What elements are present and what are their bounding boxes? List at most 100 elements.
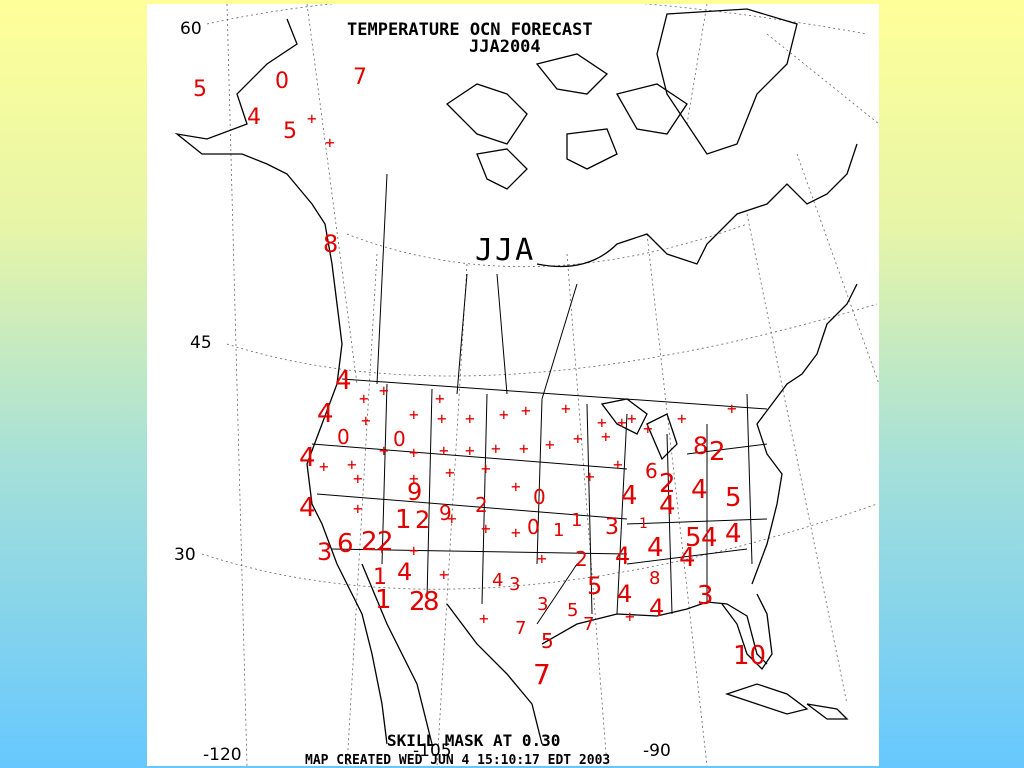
forecast-value: 7 — [515, 618, 526, 639]
station-plus-marker: + — [511, 523, 521, 542]
forecast-value: 7 — [353, 65, 367, 90]
forecast-value: 4 — [649, 594, 664, 622]
forecast-value: 8 — [423, 587, 440, 617]
forecast-value: 4 — [659, 491, 676, 521]
forecast-value: 9 — [439, 501, 452, 525]
forecast-value: 1 — [639, 516, 648, 532]
forecast-value: 1 — [571, 510, 582, 531]
station-plus-marker: + — [481, 519, 491, 538]
station-plus-marker: + — [379, 441, 389, 460]
forecast-period: JJA2004 — [469, 37, 541, 57]
forecast-value: 3 — [509, 574, 520, 595]
station-plus-marker: + — [409, 405, 419, 424]
station-plus-marker: + — [465, 409, 475, 428]
forecast-value: 4 — [397, 558, 412, 586]
station-plus-marker: + — [727, 399, 737, 418]
forecast-value: 4 — [691, 475, 708, 505]
lon-label-105: -105 — [413, 741, 452, 761]
station-plus-marker: + — [617, 413, 627, 432]
lat-label-45: 45 — [190, 333, 212, 353]
forecast-value: 6 — [337, 529, 354, 559]
forecast-value: 2 — [361, 527, 378, 557]
forecast-value: 0 — [527, 515, 540, 539]
forecast-value: 3 — [605, 515, 619, 540]
station-plus-marker: + — [325, 133, 335, 152]
forecast-value: 4 — [701, 523, 718, 553]
station-markers: +++ + ++ + + + + + ++ +++ + + + + + + + +++ + + +++++ ++++ +++… — [307, 109, 737, 628]
forecast-value: 0 — [275, 69, 289, 94]
station-plus-marker: + — [519, 439, 529, 458]
station-plus-marker: + — [597, 413, 607, 432]
station-plus-marker: + — [585, 467, 595, 486]
forecast-value: 5 — [587, 572, 602, 600]
forecast-value: 7 — [583, 614, 594, 635]
station-plus-marker: + — [521, 401, 531, 420]
station-plus-marker: + — [437, 409, 447, 428]
forecast-value: 4 — [647, 533, 664, 563]
forecast-value: 8 — [649, 568, 660, 589]
forecast-value: 0 — [337, 425, 350, 449]
station-plus-marker: + — [409, 469, 419, 488]
forecast-value: 4 — [299, 443, 316, 473]
forecast-value: 2 — [575, 547, 588, 571]
forecast-value: 4 — [299, 493, 316, 523]
forecast-value: 8 — [323, 230, 338, 258]
forecast-value: 4 — [615, 542, 630, 570]
forecast-value: 0 — [533, 485, 546, 509]
station-plus-marker: + — [439, 441, 449, 460]
lon-label-120: -120 — [203, 745, 242, 765]
station-plus-marker: + — [625, 607, 635, 626]
station-plus-marker: + — [319, 457, 329, 476]
forecast-value: 5 — [283, 119, 297, 144]
forecast-value: 2 — [377, 527, 394, 557]
forecast-value: 3 — [537, 594, 548, 615]
station-plus-marker: + — [307, 109, 317, 128]
station-plus-marker: + — [545, 435, 555, 454]
forecast-value: 4 — [679, 543, 696, 573]
station-plus-marker: + — [479, 609, 489, 628]
station-plus-marker: + — [465, 441, 475, 460]
station-plus-marker: + — [353, 469, 363, 488]
station-plus-marker: + — [359, 389, 369, 408]
forecast-value: 8 — [693, 432, 708, 460]
forecast-value: 5 — [725, 483, 742, 513]
forecast-value: 2 — [659, 469, 676, 499]
lat-label-30: 30 — [174, 545, 196, 565]
forecast-value: 4 — [317, 399, 334, 429]
forecast-value: 2 — [709, 437, 726, 467]
forecast-value: 2 — [475, 493, 488, 517]
forecast-value: 0 — [393, 427, 406, 451]
forecast-value: 4 — [247, 105, 261, 130]
forecast-value: 10 — [733, 641, 766, 671]
station-plus-marker: + — [379, 381, 389, 400]
station-plus-marker: + — [447, 509, 457, 528]
station-plus-marker: + — [561, 399, 571, 418]
station-plus-marker: + — [377, 539, 387, 558]
forecast-value: 1 — [553, 520, 564, 541]
station-plus-marker: + — [627, 409, 637, 428]
forecast-value: 5 — [541, 629, 554, 653]
station-plus-marker: + — [445, 463, 455, 482]
lat-label-60: 60 — [180, 19, 202, 39]
forecast-value: 4 — [335, 366, 352, 396]
station-plus-marker: + — [353, 499, 363, 518]
forecast-value: 6 — [645, 459, 658, 483]
forecast-map: TEMPERATURE OCN FORECAST JJA2004 JJA 60 … — [174, 4, 879, 766]
forecast-value: 1 — [373, 565, 387, 590]
forecast-value: 5 — [685, 523, 702, 553]
map-created-label: MAP CREATED WED JUN 4 15:10:17 EDT 2003 — [305, 753, 610, 766]
lon-label-90: -90 — [643, 741, 671, 761]
station-plus-marker: + — [601, 427, 611, 446]
station-plus-marker: + — [409, 443, 419, 462]
station-plus-marker: + — [439, 565, 449, 584]
forecast-value: 5 — [567, 600, 578, 621]
forecast-value: 2 — [409, 587, 426, 617]
forecast-map-panel: TEMPERATURE OCN FORECAST JJA2004 JJA 60 … — [147, 4, 879, 766]
graticule — [201, 4, 879, 766]
forecast-value: 1 — [375, 585, 392, 615]
station-plus-marker: + — [409, 541, 419, 560]
station-plus-marker: + — [361, 411, 371, 430]
forecast-value: 5 — [193, 77, 207, 102]
forecast-value: 3 — [317, 538, 332, 566]
